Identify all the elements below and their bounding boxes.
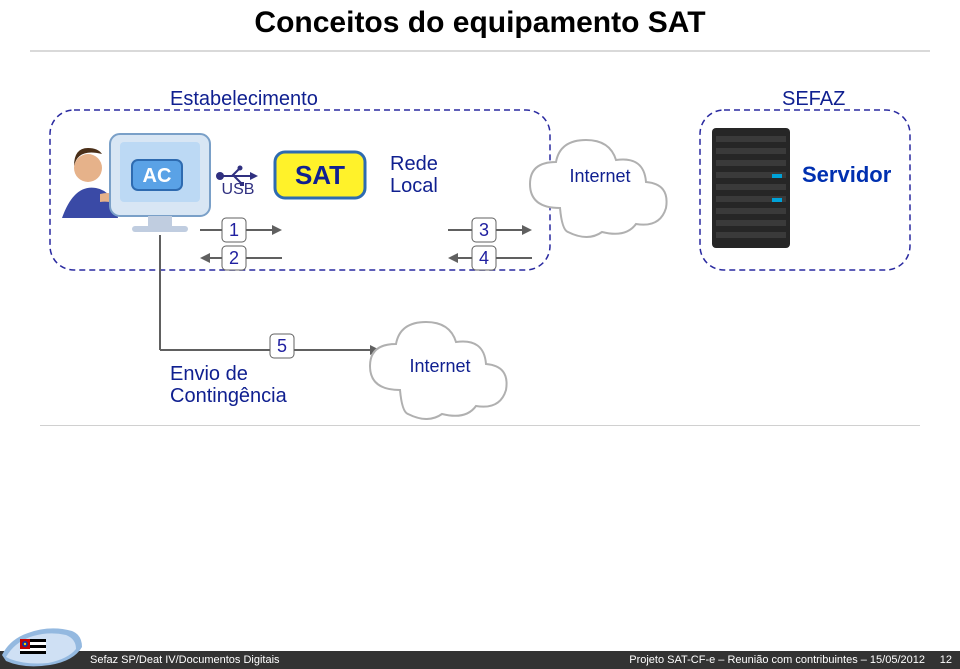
arrow-2: 2 [200,246,282,270]
arrow-3: 3 [448,218,532,242]
arrow-3-label: 3 [479,220,489,240]
contingency-path: 5 [160,235,380,358]
node-redelocal-line1: Rede [390,153,438,175]
arrow-5-label: 5 [277,336,287,356]
footer-page-number: 12 [940,651,952,669]
envio-label-line2: Contingência [170,385,288,407]
group-sefaz-label: SEFAZ [782,90,845,110]
footer-right-text: Projeto SAT-CF-e – Reunião com contribui… [629,651,925,669]
envio-label-line1: Envio de [170,363,248,385]
page-title: Conceitos do equipamento SAT [0,6,960,40]
arrow-4-label: 4 [479,248,489,268]
arrow-4: 4 [448,246,532,270]
cloud-internet-bottom-label: Internet [409,356,470,376]
node-redelocal-line2: Local [390,175,438,197]
usb-label: USB [222,181,255,198]
cloud-internet-top-label: Internet [569,166,630,186]
sp-logo [0,621,85,669]
sat-diagram: Estabelecimento SEFAZ [40,90,920,420]
server-illustration [712,128,790,248]
node-sat-label: SAT [295,160,345,190]
cloud-internet-bottom: Internet [370,322,507,419]
title-underline [30,50,930,52]
footer-left-text: Sefaz SP/Deat IV/Documentos Digitais [90,651,280,669]
group-estabelecimento-label: Estabelecimento [170,90,318,110]
node-ac-label: AC [143,165,172,187]
diagram-bottom-rule [40,425,920,426]
node-servidor-label: Servidor [802,162,892,187]
arrow-1-label: 1 [229,220,239,240]
arrow-2-label: 2 [229,248,239,268]
arrow-1: 1 [200,218,282,242]
